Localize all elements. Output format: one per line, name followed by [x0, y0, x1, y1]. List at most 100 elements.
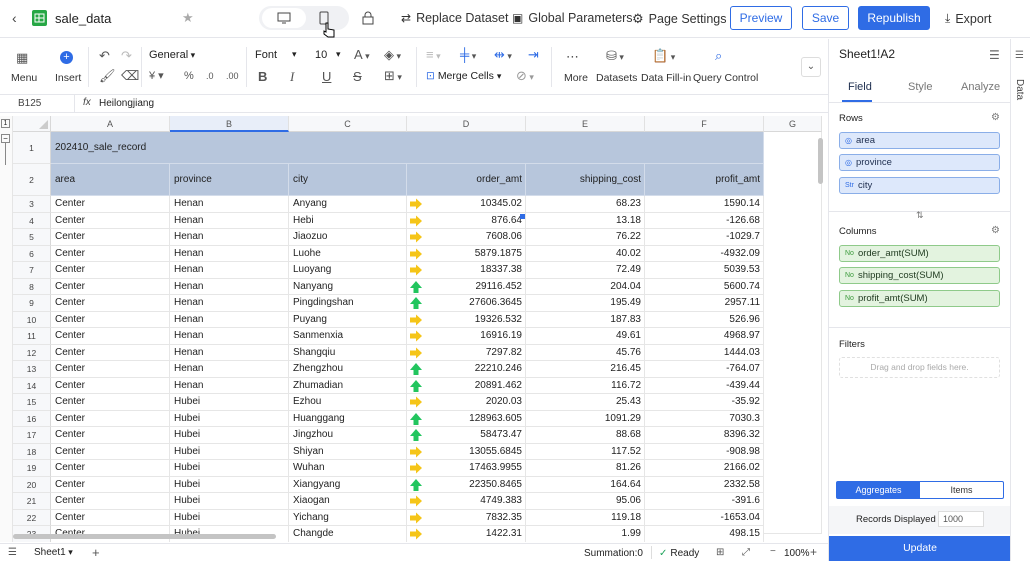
- row-number[interactable]: 21: [13, 493, 51, 510]
- profit-amt-cell[interactable]: -4932.09: [645, 245, 764, 262]
- query-control-icon[interactable]: ⌕: [715, 48, 723, 63]
- replace-dataset-button[interactable]: ⇄ Replace Dataset: [401, 11, 508, 25]
- redo-icon[interactable]: ↷: [121, 48, 132, 63]
- area-cell[interactable]: Center: [51, 278, 170, 295]
- city-cell[interactable]: Zhumadian: [289, 377, 407, 394]
- province-cell[interactable]: Hubei: [170, 427, 289, 444]
- area-cell[interactable]: Center: [51, 328, 170, 345]
- order-amt-cell[interactable]: 20891.462: [407, 377, 526, 394]
- profit-amt-cell[interactable]: 498.15: [645, 526, 764, 542]
- merge-cells-button[interactable]: ⊡ Merge Cells ▾: [426, 70, 501, 82]
- columns-settings-gear-icon[interactable]: ⚙: [991, 225, 1000, 236]
- column-header[interactable]: E: [526, 116, 645, 132]
- order-amt-cell[interactable]: 27606.3645: [407, 295, 526, 312]
- profit-amt-cell[interactable]: 5039.53: [645, 262, 764, 279]
- aggregates-option[interactable]: Aggregates: [837, 482, 920, 498]
- underline-icon[interactable]: U: [322, 69, 332, 84]
- column-title-cell[interactable]: order_amt: [407, 164, 526, 196]
- more-label[interactable]: More: [564, 72, 588, 84]
- tab-analyze[interactable]: Analyze: [961, 81, 1001, 93]
- column-field-profit-amt[interactable]: No profit_amt(SUM): [839, 290, 1000, 307]
- area-cell[interactable]: Center: [51, 344, 170, 361]
- undo-icon[interactable]: ↶: [99, 48, 110, 63]
- city-cell[interactable]: Jingzhou: [289, 427, 407, 444]
- shipping-cost-cell[interactable]: 76.22: [526, 229, 645, 246]
- rows-settings-gear-icon[interactable]: ⚙: [991, 112, 1000, 123]
- vertical-scrollbar[interactable]: [818, 138, 823, 184]
- area-cell[interactable]: Center: [51, 394, 170, 411]
- area-cell[interactable]: Center: [51, 476, 170, 493]
- border-icon[interactable]: ⊞ ▾: [384, 68, 402, 83]
- province-cell[interactable]: Henan: [170, 278, 289, 295]
- strikethrough-icon[interactable]: S: [353, 69, 362, 84]
- province-cell[interactable]: Henan: [170, 229, 289, 246]
- order-amt-cell[interactable]: 17463.9955: [407, 460, 526, 477]
- area-cell[interactable]: Center: [51, 262, 170, 279]
- row-number[interactable]: 5: [13, 229, 51, 246]
- row-number[interactable]: 22: [13, 509, 51, 526]
- area-cell[interactable]: Center: [51, 509, 170, 526]
- column-header[interactable]: C: [289, 116, 407, 132]
- city-cell[interactable]: Xiaogan: [289, 493, 407, 510]
- row-field-province[interactable]: ◎ province: [839, 154, 1000, 171]
- profit-amt-cell[interactable]: -764.07: [645, 361, 764, 378]
- city-cell[interactable]: Shiyan: [289, 443, 407, 460]
- number-format-select[interactable]: General ▾: [149, 49, 195, 61]
- row-number[interactable]: 6: [13, 245, 51, 262]
- row-field-city[interactable]: Str city: [839, 177, 1000, 194]
- shipping-cost-cell[interactable]: 187.83: [526, 311, 645, 328]
- panel-toggle-icon[interactable]: ☰: [1015, 50, 1024, 61]
- area-cell[interactable]: Center: [51, 427, 170, 444]
- column-title-cell[interactable]: shipping_cost: [526, 164, 645, 196]
- menu-label[interactable]: Menu: [11, 72, 38, 84]
- area-cell[interactable]: Center: [51, 443, 170, 460]
- vertical-align-icon[interactable]: ╪ ▾: [460, 47, 477, 62]
- horizontal-scrollbar[interactable]: [13, 534, 276, 539]
- column-field-shipping-cost[interactable]: No shipping_cost(SUM): [839, 267, 1000, 284]
- province-cell[interactable]: Hubei: [170, 493, 289, 510]
- swap-rows-columns-icon[interactable]: ⇅: [916, 210, 924, 220]
- column-header[interactable]: B: [170, 116, 289, 132]
- clear-format-icon[interactable]: ⊘ ▾: [516, 68, 534, 83]
- row-number[interactable]: 13: [13, 361, 51, 378]
- city-cell[interactable]: Changde: [289, 526, 407, 542]
- shipping-cost-cell[interactable]: 195.49: [526, 295, 645, 312]
- shipping-cost-cell[interactable]: 95.06: [526, 493, 645, 510]
- profit-amt-cell[interactable]: 4968.97: [645, 328, 764, 345]
- column-header[interactable]: G: [764, 116, 822, 132]
- zoom-level[interactable]: 100%: [784, 548, 810, 559]
- cell-reference[interactable]: B125: [18, 98, 42, 109]
- order-amt-cell[interactable]: 2020.03: [407, 394, 526, 411]
- data-fill-in-label[interactable]: Data Fill-in: [641, 72, 692, 84]
- save-button[interactable]: Save: [802, 6, 849, 30]
- city-cell[interactable]: Puyang: [289, 311, 407, 328]
- collapse-group-button[interactable]: −: [1, 134, 10, 143]
- more-icon[interactable]: ⋯: [566, 49, 579, 64]
- profit-amt-cell[interactable]: 7030.3: [645, 410, 764, 427]
- profit-amt-cell[interactable]: 1444.03: [645, 344, 764, 361]
- row-number[interactable]: 16: [13, 410, 51, 427]
- align-left-icon[interactable]: ≡ ▾: [426, 47, 441, 62]
- city-cell[interactable]: Zhengzhou: [289, 361, 407, 378]
- province-cell[interactable]: Hubei: [170, 394, 289, 411]
- export-button[interactable]: ⤓ Export: [945, 11, 991, 26]
- order-amt-cell[interactable]: 7608.06: [407, 229, 526, 246]
- city-cell[interactable]: Sanmenxia: [289, 328, 407, 345]
- province-cell[interactable]: Henan: [170, 361, 289, 378]
- filters-drop-zone[interactable]: Drag and drop fields here.: [839, 357, 1000, 378]
- province-cell[interactable]: Henan: [170, 245, 289, 262]
- area-cell[interactable]: Center: [51, 295, 170, 312]
- row-number[interactable]: 7: [13, 262, 51, 279]
- area-cell[interactable]: Center: [51, 361, 170, 378]
- order-amt-cell[interactable]: 7832.35: [407, 509, 526, 526]
- order-amt-cell[interactable]: 1422.31: [407, 526, 526, 542]
- sheet-list-icon[interactable]: ☰: [8, 547, 17, 558]
- area-cell[interactable]: Center: [51, 229, 170, 246]
- city-cell[interactable]: Wuhan: [289, 460, 407, 477]
- column-header[interactable]: D: [407, 116, 526, 132]
- row-number[interactable]: 18: [13, 443, 51, 460]
- format-painter-icon[interactable]: 🖌: [99, 68, 116, 83]
- row-number[interactable]: 11: [13, 328, 51, 345]
- shipping-cost-cell[interactable]: 88.68: [526, 427, 645, 444]
